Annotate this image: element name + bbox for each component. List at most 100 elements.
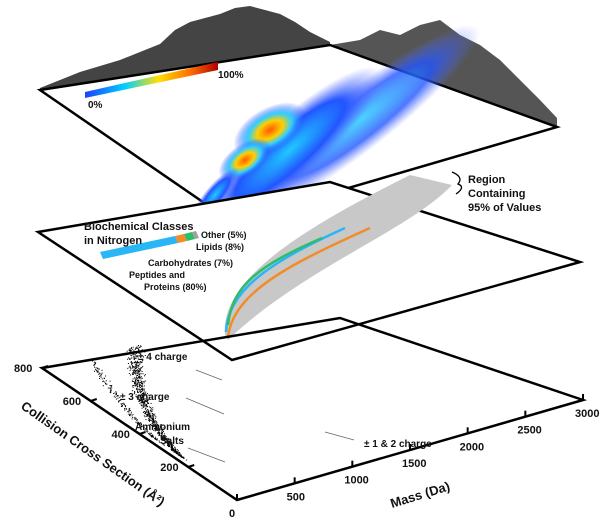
scatter-point xyxy=(139,355,141,357)
scatter-point xyxy=(131,357,132,359)
scatter-point xyxy=(138,352,140,354)
scatter-point xyxy=(148,416,150,418)
scatter-point xyxy=(138,345,140,347)
scatter-point xyxy=(145,430,147,432)
scatter-point xyxy=(133,353,135,355)
scatter-point xyxy=(134,357,136,359)
scatter-point xyxy=(136,419,138,421)
scatter-point xyxy=(121,405,123,406)
scatter-point xyxy=(146,427,148,429)
scatter-point xyxy=(167,438,169,440)
scatter-point xyxy=(139,424,141,426)
scatter-point xyxy=(180,454,182,456)
scatter-point xyxy=(151,424,153,426)
scatter-point xyxy=(145,419,147,421)
scatter-point xyxy=(163,438,164,440)
x-tick-label: 500 xyxy=(287,491,305,503)
scatter-point xyxy=(155,438,157,440)
scatter-point xyxy=(126,350,128,352)
scatter-point xyxy=(175,452,177,454)
scatter-point xyxy=(137,391,138,393)
scatter-point xyxy=(139,346,141,348)
scatter-point xyxy=(145,394,147,396)
scatter-point xyxy=(152,407,154,409)
scatter-point xyxy=(153,421,155,422)
x-tick-label: 2000 xyxy=(460,441,484,453)
scatter-point xyxy=(138,400,140,402)
scatter-point xyxy=(152,409,154,411)
scatter-point xyxy=(150,435,152,437)
scatter-point xyxy=(152,413,154,415)
scatter-point xyxy=(163,439,165,441)
scatter-point xyxy=(151,411,153,412)
scatter-point xyxy=(178,452,180,454)
scatter-point xyxy=(135,369,137,371)
scatter-point xyxy=(143,399,145,401)
scatter-point xyxy=(134,392,136,393)
scatter-point xyxy=(159,434,161,436)
scatter-point xyxy=(132,378,134,380)
scatter-point xyxy=(130,368,132,370)
scatter-point xyxy=(142,402,144,404)
scatter-point xyxy=(158,427,159,429)
scatter-point xyxy=(140,361,142,363)
scatter-point xyxy=(154,417,156,419)
scatter-point xyxy=(156,421,158,423)
scatter-point xyxy=(139,374,141,376)
scatter-point xyxy=(137,347,139,349)
region-label: Region Containing 95% of Values xyxy=(468,174,541,214)
scatter-point xyxy=(177,453,179,455)
scatter-point xyxy=(141,377,143,379)
scatter-point xyxy=(140,377,142,379)
scatter-point xyxy=(143,406,145,408)
scatter-point xyxy=(118,401,120,403)
scatter-point xyxy=(139,423,141,425)
scatter-point xyxy=(138,395,140,397)
classes-title: Biochemical Classes in Nitrogen xyxy=(84,221,197,247)
scatter-point xyxy=(129,358,131,360)
scatter-point xyxy=(143,380,145,382)
scatter-point xyxy=(152,424,154,426)
scatter-point xyxy=(132,346,134,348)
scatter-point xyxy=(157,423,159,425)
scatter-point xyxy=(133,370,135,372)
scatter-point xyxy=(134,355,136,357)
scatter-point xyxy=(150,407,152,409)
scatter-point xyxy=(151,436,152,438)
scatter-point xyxy=(143,427,145,429)
scatter-point xyxy=(132,417,134,418)
scatter-point xyxy=(139,422,141,424)
scatter-point xyxy=(137,365,139,367)
scatter-point xyxy=(125,408,127,410)
scatter-point xyxy=(130,361,132,363)
scatter-point xyxy=(151,420,153,422)
scatter-point xyxy=(152,416,154,418)
mass-histogram xyxy=(40,6,330,90)
scatter-point xyxy=(135,364,137,365)
scatter-point xyxy=(148,420,150,422)
scatter-point xyxy=(155,423,157,425)
scatter-point xyxy=(142,395,144,397)
scatter-point xyxy=(170,448,172,450)
scatter-point xyxy=(98,368,100,370)
scatter-point xyxy=(167,444,169,445)
scatter-point xyxy=(95,362,97,364)
scatter-point xyxy=(143,356,144,358)
scatter-point xyxy=(138,346,140,348)
scatter-point xyxy=(93,364,95,366)
scatter-point xyxy=(178,454,180,456)
scatter-point xyxy=(144,411,146,413)
scatter-point xyxy=(146,400,148,402)
scatter-point xyxy=(139,391,141,393)
scatter-point xyxy=(131,380,133,382)
scatter-point xyxy=(168,440,170,442)
scatter-point xyxy=(158,429,160,431)
scatter-point xyxy=(176,453,177,455)
scatter-point xyxy=(141,394,143,395)
scatter-point xyxy=(128,413,130,415)
scatter-point xyxy=(102,381,104,383)
scatter-point xyxy=(128,410,130,412)
scatter-point xyxy=(155,420,157,422)
scatter-point xyxy=(135,395,137,397)
scatter-point xyxy=(99,375,101,377)
